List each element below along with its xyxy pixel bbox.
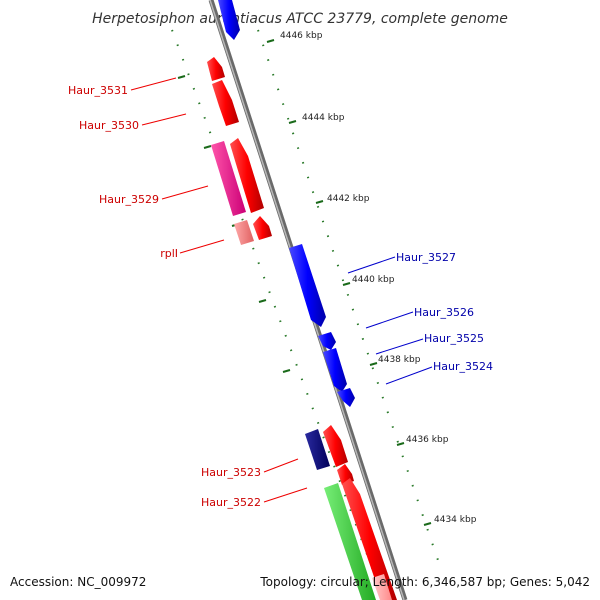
gene-label-haur-3529: Haur_3529 xyxy=(99,193,159,206)
gene-rpli[interactable] xyxy=(234,220,254,245)
gene-red-3528[interactable] xyxy=(230,138,264,213)
genome-summary-text: Topology: circular; Length: 6,346,587 bp… xyxy=(259,575,590,589)
leader-lines-right xyxy=(347,256,433,385)
gene-haur-3530[interactable] xyxy=(212,80,239,126)
gene-red-long[interactable] xyxy=(342,478,397,600)
inner-dotted-line xyxy=(171,29,385,600)
gene-haur-3526[interactable] xyxy=(318,332,336,350)
gene-haur-3524[interactable] xyxy=(337,388,355,407)
tick-label: 4438 kbp xyxy=(378,355,421,365)
gene-label-haur-3530: Haur_3530 xyxy=(79,119,139,132)
gene-lightred-bottom[interactable] xyxy=(372,574,392,600)
gene-label-haur-3531: Haur_3531 xyxy=(68,84,128,97)
gene-red-3523b[interactable] xyxy=(323,425,348,467)
tick-label: 4436 kbp xyxy=(406,435,449,445)
gene-haur-3523[interactable] xyxy=(305,429,330,470)
gene-haur-3525[interactable] xyxy=(323,348,347,392)
gene-label-haur-3525: Haur_3525 xyxy=(424,332,484,345)
gene-top-blue[interactable] xyxy=(218,0,240,40)
tick-label: 4440 kbp xyxy=(352,275,395,285)
gene-green[interactable] xyxy=(324,483,376,600)
gene-haur-3531[interactable] xyxy=(207,57,225,81)
gene-red-small[interactable] xyxy=(253,216,272,240)
gene-label-haur-3522: Haur_3522 xyxy=(201,496,261,509)
tick-marks xyxy=(266,39,432,526)
gene-label-haur-3523: Haur_3523 xyxy=(201,466,261,479)
gene-label-haur-3527: Haur_3527 xyxy=(396,251,456,264)
leader-lines-left xyxy=(130,77,308,503)
tick-label: 4444 kbp xyxy=(302,113,345,123)
tick-label: 4446 kbp xyxy=(280,31,323,41)
gene-label-rpli: rplI xyxy=(160,247,178,260)
tick-label: 4434 kbp xyxy=(434,515,477,525)
accession-text: Accession: NC_009972 xyxy=(10,575,146,589)
gene-haur-3527[interactable] xyxy=(289,244,326,327)
gene-label-haur-3524: Haur_3524 xyxy=(433,360,493,373)
gene-haur-3529[interactable] xyxy=(211,141,246,216)
map-title: Herpetosiphon aurantiacus ATCC 23779, co… xyxy=(92,11,508,27)
tick-label: 4442 kbp xyxy=(327,194,370,204)
gene-label-haur-3526: Haur_3526 xyxy=(414,306,474,319)
